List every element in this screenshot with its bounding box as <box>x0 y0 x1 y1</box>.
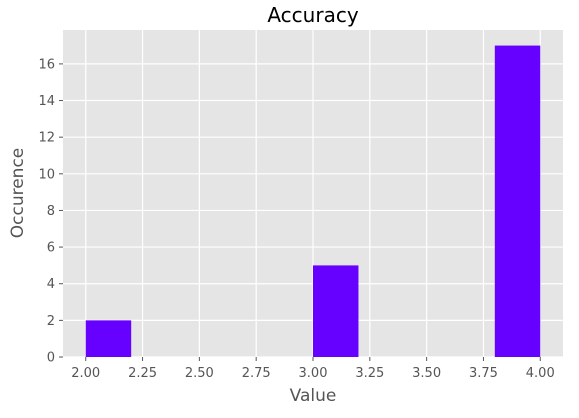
y-axis-label: Occurence <box>8 148 28 239</box>
x-tick-label: 3.25 <box>355 366 384 381</box>
y-tick-label: 10 <box>38 167 55 182</box>
y-tick-label: 2 <box>47 314 55 329</box>
y-tick-label: 12 <box>38 131 55 146</box>
chart-title: Accuracy <box>267 3 358 27</box>
histogram-bar <box>313 265 359 357</box>
x-axis-label: Value <box>290 386 337 406</box>
x-tick-label: 2.25 <box>128 366 157 381</box>
x-tick-label: 2.00 <box>71 366 100 381</box>
histogram-bar <box>494 45 541 357</box>
histogram-bar <box>85 320 132 357</box>
y-tick-label: 8 <box>47 204 55 219</box>
x-tick-label: 3.00 <box>299 366 328 381</box>
y-axis-ticks: 0 2 4 6 8 10 12 14 16 <box>38 57 63 366</box>
x-axis-ticks: 2.00 2.25 2.50 2.75 3.00 3.25 3.50 3.75 4.00 <box>71 357 555 381</box>
y-tick-label: 14 <box>38 94 55 109</box>
bars <box>85 45 541 357</box>
x-tick-label: 3.75 <box>469 366 498 381</box>
x-tick-label: 2.75 <box>242 366 271 381</box>
y-tick-label: 0 <box>47 351 55 366</box>
y-tick-label: 16 <box>38 57 55 72</box>
y-tick-label: 6 <box>47 241 55 256</box>
x-tick-label: 4.00 <box>526 366 555 381</box>
x-tick-label: 3.50 <box>412 366 441 381</box>
x-tick-label: 2.50 <box>185 366 214 381</box>
y-tick-label: 4 <box>47 277 55 292</box>
